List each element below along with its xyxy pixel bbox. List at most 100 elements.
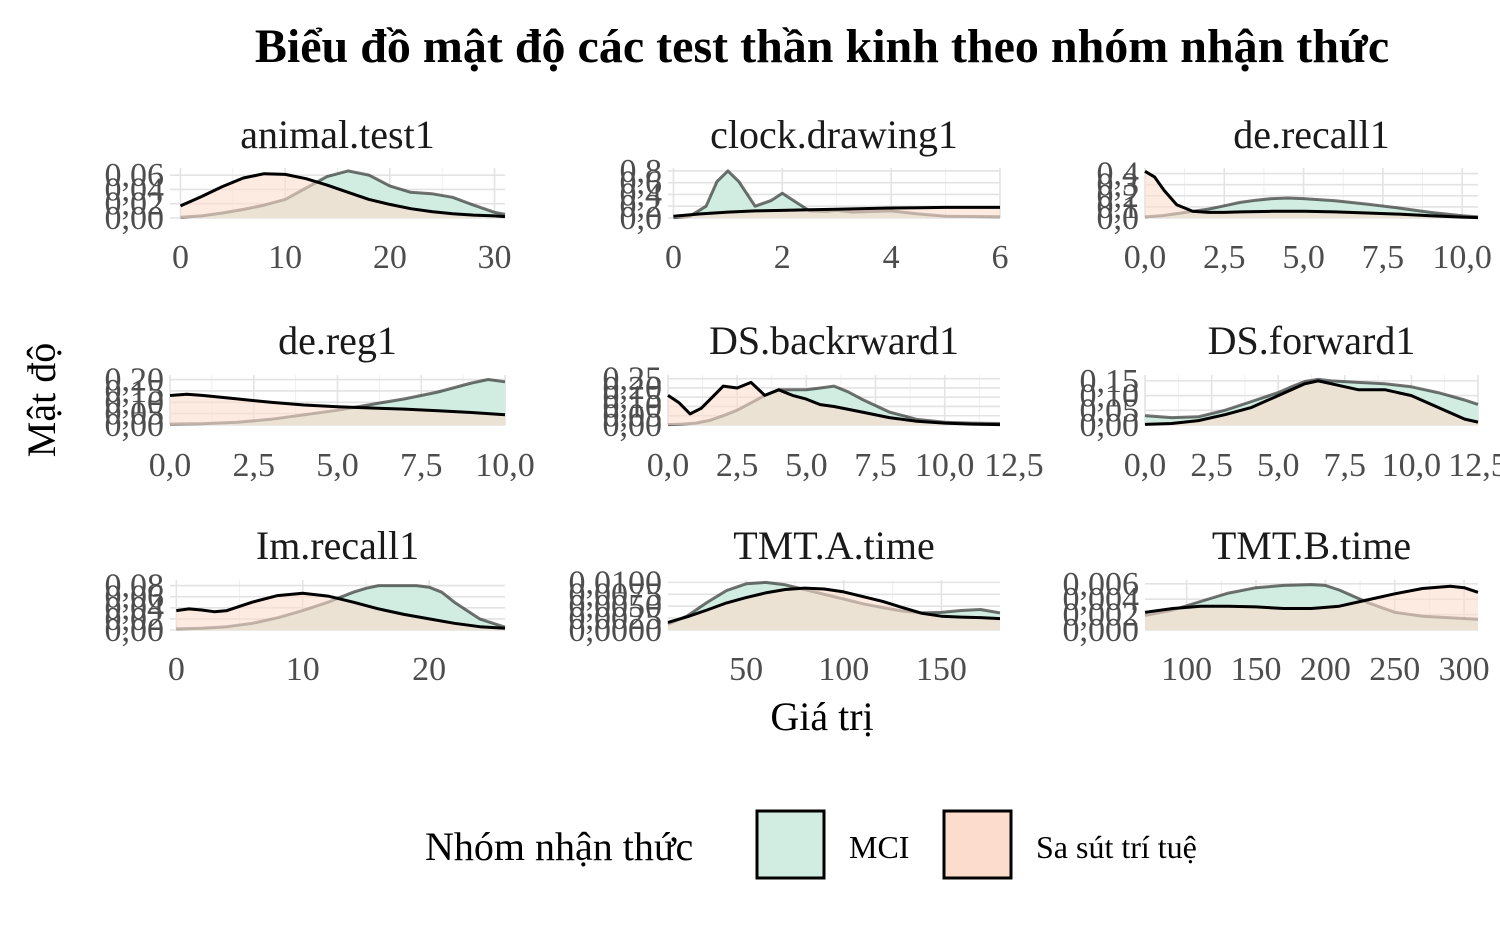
panel-tmt-a-time: TMT.A.time 50 100 150 0,00000,00250,00500,00… bbox=[569, 523, 1001, 688]
y-tick-label: 0,15 bbox=[603, 379, 663, 416]
x-tick-label: 200 bbox=[1300, 651, 1351, 688]
panel-title: de.reg1 bbox=[278, 318, 397, 363]
x-tick-label: 0 bbox=[665, 239, 682, 276]
panel-title: animal.test1 bbox=[240, 112, 434, 157]
legend-label-dementia: Sa sút trí tuệ bbox=[1036, 829, 1197, 865]
x-tick-label: 0,0 bbox=[1124, 239, 1167, 276]
x-tick-label: 0 bbox=[168, 651, 185, 688]
panel-tmt-b-time: TMT.B.time 100 150 200 250 300 0,0000,0020,004… bbox=[1063, 523, 1490, 688]
y-tick-label: 0,20 bbox=[603, 370, 663, 407]
panel-im-recall1: Im.recall1 0 10 20 0,000,020,040,060,08 bbox=[105, 523, 506, 688]
x-tick-label: 5,0 bbox=[1282, 239, 1325, 276]
x-tick-label: 20 bbox=[373, 239, 407, 276]
y-tick-label: 0,20 bbox=[105, 362, 165, 399]
legend-label-mci: MCI bbox=[849, 829, 909, 865]
y-tick-label: 0,0025 bbox=[569, 600, 663, 637]
density-area-sa-s-t-tr-tu bbox=[1145, 586, 1478, 630]
x-tick-label: 5,0 bbox=[316, 447, 359, 484]
y-tick-label: 0,06 bbox=[105, 157, 165, 194]
density-area-sa-s-t-tr-tu bbox=[176, 593, 506, 630]
density-area-sa-s-t-tr-tu bbox=[673, 207, 1000, 218]
y-tick-label: 0,0100 bbox=[569, 564, 663, 601]
y-tick-label: 0,0000 bbox=[569, 612, 663, 649]
x-tick-label: 7,5 bbox=[1362, 239, 1405, 276]
y-tick-label: 0,006 bbox=[1063, 566, 1140, 603]
x-tick-label: 10 bbox=[286, 651, 320, 688]
y-tick-label: 0,10 bbox=[603, 388, 663, 425]
density-line-sa-s-t-tr-tu bbox=[667, 380, 1001, 427]
y-tick-label: 0,02 bbox=[105, 186, 165, 223]
density-line-sa-s-t-tr-tu bbox=[1144, 170, 1479, 220]
x-tick-label: 4 bbox=[883, 239, 900, 276]
x-tick-label: 150 bbox=[1231, 651, 1282, 688]
chart-title: Biểu đồ mật độ các test thần kinh theo n… bbox=[255, 20, 1389, 73]
panel-title: DS.backrward1 bbox=[709, 318, 959, 363]
x-tick-label: 10 bbox=[268, 239, 302, 276]
legend-swatch-mci bbox=[755, 809, 826, 880]
x-tick-label: 250 bbox=[1369, 651, 1420, 688]
x-tick-label: 7,5 bbox=[854, 447, 897, 484]
y-tick-label: 0,10 bbox=[105, 384, 165, 421]
y-tick-label: 0,2 bbox=[1097, 178, 1140, 215]
y-tick-label: 0,02 bbox=[105, 601, 165, 638]
density-line-sa-s-t-tr-tu bbox=[673, 205, 1000, 218]
panel-title: TMT.B.time bbox=[1212, 523, 1411, 568]
y-tick-label: 0,4 bbox=[1097, 156, 1140, 193]
x-tick-label: 5,0 bbox=[1257, 447, 1300, 484]
x-tick-label: 10,0 bbox=[475, 447, 535, 484]
y-tick-label: 0,05 bbox=[1080, 392, 1140, 429]
x-tick-label: 7,5 bbox=[1324, 447, 1367, 484]
x-tick-label: 10,0 bbox=[915, 447, 975, 484]
legend-title: Nhóm nhận thức bbox=[425, 824, 693, 869]
density-line-sa-s-t-tr-tu bbox=[169, 392, 506, 417]
density-line-sa-s-t-tr-tu bbox=[1144, 379, 1479, 426]
x-tick-label: 50 bbox=[729, 651, 763, 688]
density-line-mci bbox=[1144, 377, 1479, 420]
y-tick-label: 0,6 bbox=[620, 165, 663, 202]
y-axis-title: Mật độ bbox=[19, 343, 64, 457]
y-tick-label: 0,10 bbox=[1080, 378, 1140, 415]
y-tick-label: 0,002 bbox=[1063, 597, 1140, 634]
x-tick-label: 30 bbox=[478, 239, 512, 276]
y-tick-label: 0,3 bbox=[1097, 167, 1140, 204]
x-tick-label: 0,0 bbox=[149, 447, 192, 484]
y-tick-label: 0,1 bbox=[1097, 189, 1140, 226]
x-tick-label: 2,5 bbox=[233, 447, 276, 484]
x-tick-label: 0,0 bbox=[647, 447, 690, 484]
y-tick-label: 0,00 bbox=[105, 612, 165, 649]
legend-swatch-dementia bbox=[942, 809, 1013, 880]
x-tick-label: 20 bbox=[412, 651, 446, 688]
density-line-sa-s-t-tr-tu bbox=[1144, 584, 1479, 614]
panel-animal-test1: animal.test1 0 10 20 30 0,000,020,040,06 bbox=[105, 112, 512, 276]
x-tick-label: 100 bbox=[818, 651, 869, 688]
x-tick-label: 0 bbox=[172, 239, 189, 276]
x-tick-label: 2,5 bbox=[716, 447, 759, 484]
y-tick-label: 0,15 bbox=[105, 373, 165, 410]
x-tick-label: 2 bbox=[774, 239, 791, 276]
y-tick-label: 0,06 bbox=[105, 579, 165, 616]
y-tick-label: 0,15 bbox=[1080, 363, 1140, 400]
y-tick-label: 0,4 bbox=[620, 176, 663, 213]
legend: Nhóm nhận thức MCI Sa sút trí tuệ bbox=[425, 809, 1197, 880]
x-tick-label: 12,5 bbox=[1448, 447, 1500, 484]
x-tick-label: 300 bbox=[1439, 651, 1490, 688]
y-tick-label: 0,8 bbox=[620, 153, 663, 190]
y-tick-label: 0,0075 bbox=[569, 576, 663, 613]
x-tick-label: 12,5 bbox=[984, 447, 1044, 484]
x-tick-label: 10,0 bbox=[1432, 239, 1492, 276]
y-tick-label: 0,000 bbox=[1063, 612, 1140, 649]
density-line-sa-s-t-tr-tu bbox=[176, 591, 506, 630]
x-tick-label: 150 bbox=[916, 651, 967, 688]
y-tick-label: 0,05 bbox=[105, 396, 165, 433]
density-area-sa-s-t-tr-tu bbox=[668, 382, 1000, 425]
y-tick-label: 0,00 bbox=[105, 407, 165, 444]
y-tick-label: 0,00 bbox=[603, 407, 663, 444]
panel-ds-backrward1: DS.backrward1 0,0 2,5 5,0 7,5 10,0 12,5 0,000,0… bbox=[603, 318, 1044, 484]
x-tick-label: 7,5 bbox=[400, 447, 443, 484]
y-tick-label: 0,0 bbox=[620, 200, 663, 237]
panel-title: DS.forward1 bbox=[1208, 318, 1416, 363]
y-tick-label: 0,00 bbox=[1080, 407, 1140, 444]
